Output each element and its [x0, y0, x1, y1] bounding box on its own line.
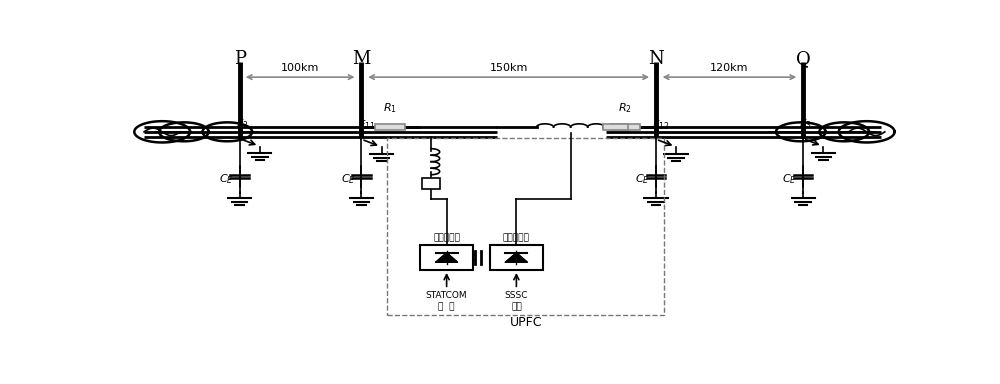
- Text: UPFC: UPFC: [509, 316, 542, 329]
- Text: Q: Q: [796, 50, 810, 68]
- Bar: [420, 245, 473, 270]
- Text: 串联逆变器: 串联逆变器: [503, 233, 530, 243]
- Bar: [422, 178, 440, 189]
- Text: $R_2$: $R_2$: [618, 101, 632, 115]
- Text: P: P: [234, 50, 246, 68]
- Text: $C_E$: $C_E$: [341, 172, 355, 186]
- Polygon shape: [436, 253, 458, 262]
- Text: M: M: [352, 50, 371, 68]
- Text: STATCOM
控  制: STATCOM 控 制: [426, 291, 467, 311]
- Text: 100km: 100km: [281, 63, 319, 73]
- Text: $C_E$: $C_E$: [782, 172, 797, 186]
- Text: 并联逆变器: 并联逆变器: [433, 233, 460, 243]
- Text: $R_1$: $R_1$: [383, 101, 397, 115]
- Polygon shape: [505, 253, 527, 262]
- Bar: [375, 124, 405, 130]
- Text: 120km: 120km: [710, 63, 749, 73]
- Text: $F_3$: $F_3$: [799, 118, 812, 131]
- Text: $F_2$: $F_2$: [236, 118, 248, 131]
- Text: $F_{12}$: $F_{12}$: [652, 118, 669, 132]
- Text: 150km: 150km: [489, 63, 528, 73]
- Text: $C_E$: $C_E$: [635, 172, 650, 186]
- Text: SSSC
控制: SSSC 控制: [505, 291, 528, 311]
- Text: $F_{11}$: $F_{11}$: [358, 118, 375, 132]
- Bar: [387, 138, 664, 315]
- Bar: [610, 124, 640, 130]
- Bar: [603, 124, 628, 130]
- Text: N: N: [648, 50, 664, 68]
- Bar: [490, 245, 543, 270]
- Text: $C_E$: $C_E$: [219, 172, 234, 186]
